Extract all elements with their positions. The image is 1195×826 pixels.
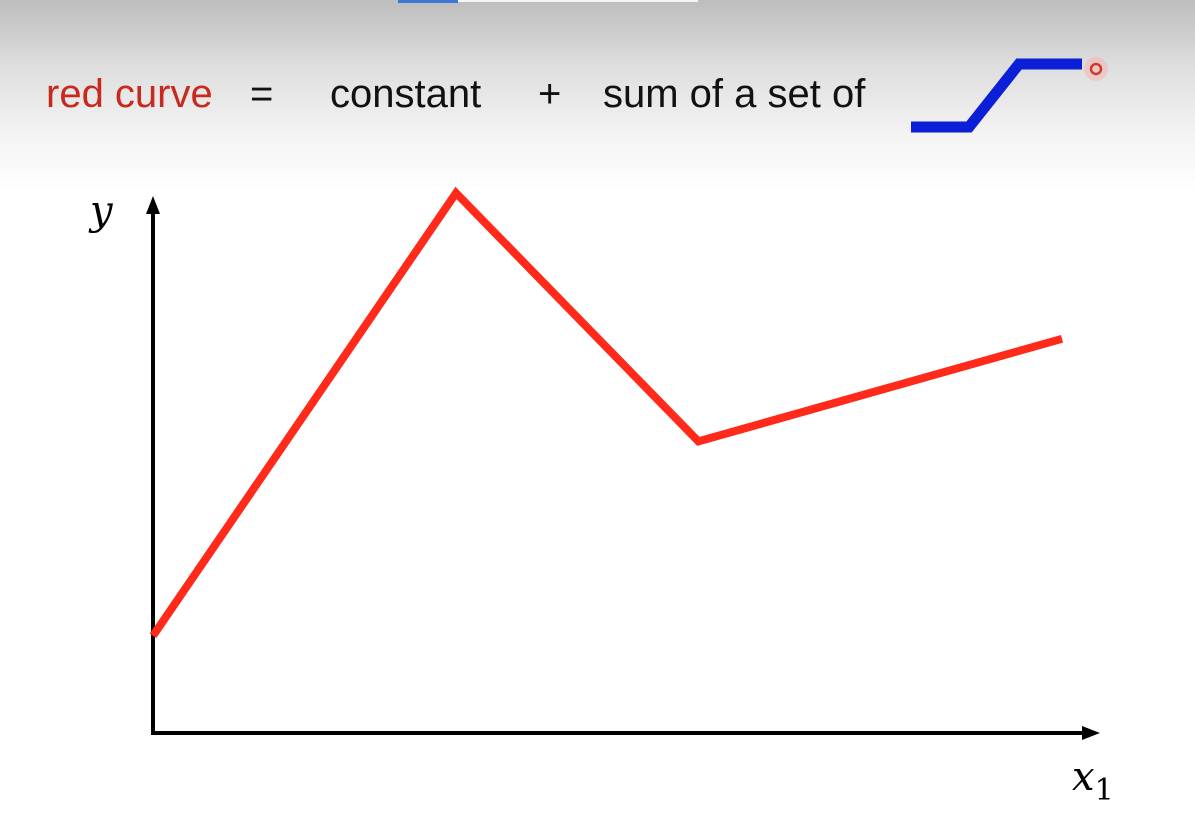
pointer-marker-icon xyxy=(1084,57,1108,81)
equation-plus: + xyxy=(538,72,562,116)
x-axis-label-main: x xyxy=(1072,754,1095,800)
red-curve-group xyxy=(149,186,1064,639)
equation-equals: = xyxy=(250,72,274,116)
red-curve-line xyxy=(149,186,1064,639)
header-accent-blue xyxy=(398,0,458,3)
y-axis-label: y xyxy=(88,188,114,234)
header-accent-light xyxy=(458,0,698,2)
y-axis-arrowhead xyxy=(146,196,160,214)
x-axis-label-subscript: 1 xyxy=(1095,773,1114,808)
equation-lhs: red curve xyxy=(46,72,213,116)
equation-constant: constant xyxy=(330,72,482,116)
x-axis-label: x1 xyxy=(1072,754,1114,808)
x-axis-arrowhead xyxy=(1082,726,1100,740)
hard-sigmoid-step-icon xyxy=(911,58,1082,133)
equation-sum-text: sum of a set of xyxy=(603,72,866,116)
